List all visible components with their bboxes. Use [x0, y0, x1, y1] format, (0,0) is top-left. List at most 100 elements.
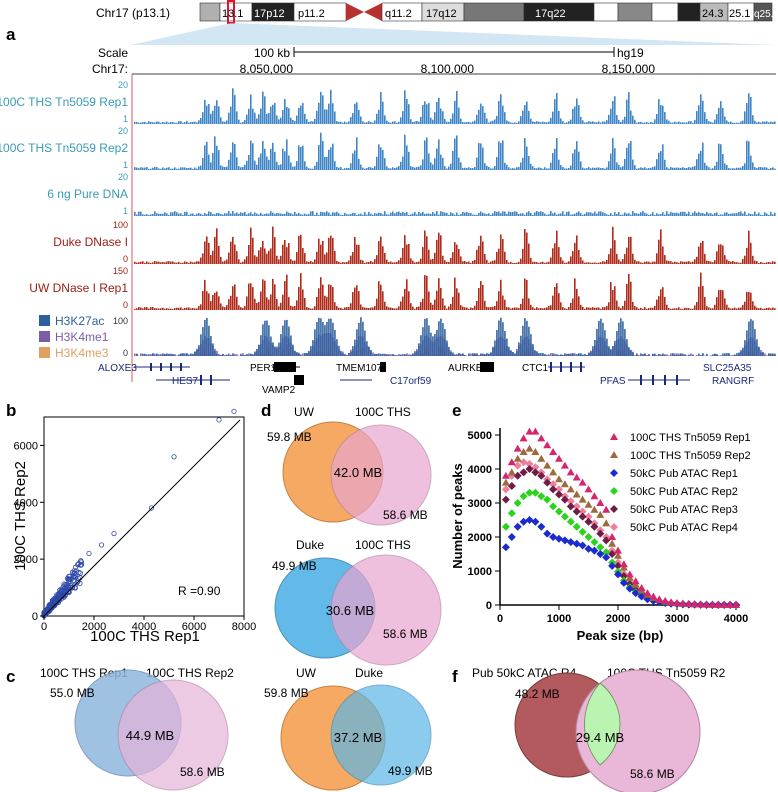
- signal-bar: [372, 214, 374, 216]
- signal-bar: [640, 167, 642, 170]
- signal-bar: [376, 213, 378, 216]
- signal-bar: [360, 259, 362, 264]
- signal-bar: [172, 168, 174, 170]
- signal-bar: [314, 306, 316, 310]
- signal-bar: [210, 255, 212, 264]
- h3k27ac-bar: [504, 330, 506, 356]
- signal-bar: [346, 307, 348, 310]
- signal-bar: [368, 211, 370, 216]
- signal-bar: [154, 167, 156, 170]
- signal-bar: [438, 214, 440, 216]
- signal-bar: [432, 304, 434, 310]
- scatter-point: [111, 530, 117, 537]
- signal-bar: [424, 230, 426, 264]
- signal-bar: [248, 154, 250, 170]
- h3k27ac-bar: [368, 346, 370, 356]
- signal-bar: [484, 163, 486, 170]
- data-point: [714, 600, 723, 608]
- h3k27ac-bar: [626, 339, 628, 356]
- signal-bar: [138, 262, 140, 264]
- signal-bar: [228, 299, 230, 310]
- signal-bar: [190, 261, 192, 264]
- h3k27ac-bar: [774, 353, 776, 356]
- signal-bar: [496, 157, 498, 170]
- panel-d-label: d: [261, 401, 271, 420]
- signal-bar: [742, 304, 744, 310]
- signal-bar: [708, 213, 710, 216]
- signal-bar: [250, 212, 252, 216]
- signal-bar: [428, 249, 430, 264]
- signal-bar: [204, 99, 206, 124]
- signal-bar: [216, 228, 218, 264]
- signal-bar: [288, 155, 290, 170]
- signal-bar: [598, 121, 600, 124]
- h3k27ac-bar: [352, 346, 354, 356]
- signal-bar: [310, 308, 312, 310]
- signal-bar: [570, 165, 572, 170]
- signal-bar: [684, 211, 686, 216]
- signal-bar: [722, 153, 724, 170]
- signal-bar: [310, 261, 312, 264]
- signal-bar: [488, 122, 490, 124]
- signal-bar: [666, 260, 668, 264]
- x-tick-label: 2000: [606, 613, 630, 625]
- signal-bar: [360, 116, 362, 124]
- signal-bar: [664, 214, 666, 216]
- data-point: [531, 463, 540, 472]
- signal-bar: [266, 156, 268, 170]
- signal-bar: [750, 155, 752, 170]
- signal-bar: [460, 256, 462, 264]
- signal-bar: [508, 121, 510, 124]
- signal-bar: [428, 103, 430, 124]
- h3k27ac-bar: [510, 350, 512, 356]
- signal-bar: [230, 213, 232, 216]
- signal-bar: [180, 167, 182, 170]
- signal-bar: [552, 295, 554, 310]
- signal-bar: [642, 122, 644, 124]
- h3k4me1-bar: [390, 354, 392, 356]
- signal-bar: [450, 212, 452, 216]
- signal-bar: [278, 259, 280, 264]
- signal-bar: [682, 167, 684, 170]
- signal-bar: [426, 213, 428, 216]
- signal-bar: [300, 214, 302, 216]
- scatter-point: [65, 578, 72, 585]
- data-point: [690, 600, 699, 608]
- data-point: [572, 507, 581, 516]
- data-point: [637, 592, 646, 601]
- signal-bar: [216, 100, 218, 124]
- signal-bar: [502, 239, 504, 264]
- signal-bar: [578, 151, 580, 170]
- signal-bar: [208, 104, 210, 124]
- data-point: [531, 517, 540, 526]
- position-tick: 8,150,000: [602, 62, 656, 76]
- signal-bar: [332, 143, 334, 170]
- signal-bar: [174, 122, 176, 124]
- signal-bar: [550, 305, 552, 310]
- legend-marker: [610, 505, 618, 513]
- signal-bar: [138, 122, 140, 124]
- track-min: 1: [123, 160, 128, 170]
- signal-bar: [296, 213, 298, 216]
- signal-bar: [502, 211, 504, 216]
- data-point: [566, 497, 575, 506]
- signal-bar: [546, 168, 548, 170]
- h3k27ac-bar: [534, 350, 536, 356]
- data-point: [614, 570, 622, 579]
- signal-bar: [488, 213, 490, 216]
- signal-bar: [658, 296, 660, 310]
- signal-bar: [252, 214, 254, 216]
- signal-bar: [358, 214, 360, 216]
- h3k27ac-bar: [158, 354, 160, 356]
- signal-bar: [710, 213, 712, 216]
- signal-bar: [718, 143, 720, 170]
- signal-bar: [246, 256, 248, 264]
- data-point: [501, 471, 510, 479]
- h3k27ac-bar: [248, 355, 250, 356]
- signal-bar: [178, 307, 180, 310]
- signal-bar: [144, 214, 146, 216]
- signal-bar: [312, 121, 314, 124]
- h3k27ac-bar: [278, 342, 280, 356]
- signal-bar: [224, 121, 226, 124]
- signal-bar: [680, 211, 682, 216]
